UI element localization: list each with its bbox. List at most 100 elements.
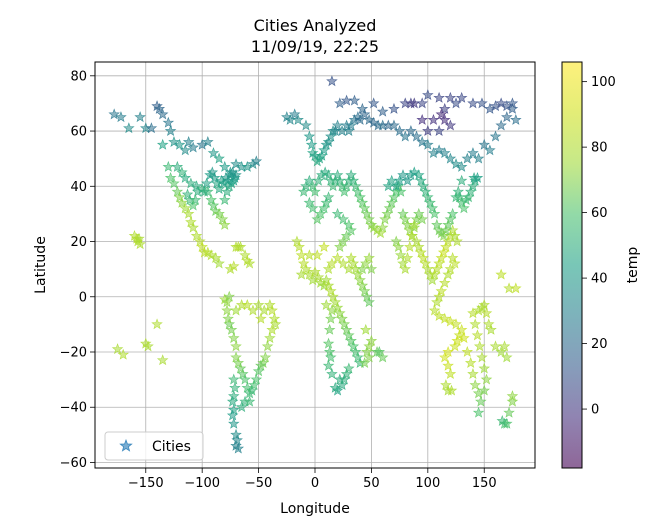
city-point (360, 323, 372, 335)
x-tick-label: 50 (363, 476, 380, 491)
city-point (216, 213, 229, 225)
city-point (185, 216, 197, 228)
city-point (297, 257, 310, 269)
city-point (194, 235, 206, 247)
city-point (478, 298, 490, 310)
city-point (325, 285, 337, 297)
city-point (363, 213, 375, 225)
city-point (329, 381, 342, 393)
city-point (248, 379, 260, 391)
city-point (446, 207, 459, 219)
city-point (134, 111, 146, 123)
city-point (230, 351, 242, 363)
city-point (322, 136, 335, 147)
city-point (416, 113, 428, 125)
city-point (320, 274, 333, 286)
city-point (422, 124, 434, 136)
colorbar-gradient (561, 61, 583, 469)
city-point (291, 235, 303, 247)
city-point (255, 359, 267, 371)
city-point (252, 298, 265, 310)
city-point (268, 312, 281, 324)
city-point (241, 381, 254, 393)
city-point (220, 171, 232, 183)
city-point (181, 188, 194, 200)
city-point (168, 136, 180, 147)
city-point (449, 257, 461, 269)
city-point (171, 185, 184, 197)
city-point (503, 282, 515, 294)
city-point (295, 268, 308, 280)
city-point (464, 185, 477, 197)
city-point (196, 240, 208, 252)
city-point (306, 180, 319, 192)
city-point (187, 199, 199, 211)
city-point (213, 207, 225, 219)
city-point (200, 177, 213, 189)
city-point (444, 119, 457, 131)
city-point (303, 196, 316, 208)
city-point (314, 207, 327, 219)
city-point (495, 119, 507, 131)
city-point (426, 274, 439, 286)
city-point (438, 102, 451, 114)
city-point (406, 229, 418, 241)
city-point (318, 144, 330, 156)
city-point (444, 213, 457, 225)
city-point (452, 185, 465, 197)
y-tick-label: 20 (70, 235, 87, 250)
city-point (345, 252, 357, 263)
city-point (337, 213, 349, 225)
y-axis-label: Latitude (33, 236, 49, 294)
x-axis-label: Longitude (280, 501, 350, 517)
city-point (230, 340, 242, 352)
city-point (374, 227, 387, 239)
city-point (303, 130, 316, 142)
x-tick-label: 150 (472, 476, 497, 491)
city-point (340, 323, 353, 335)
city-point (480, 373, 493, 385)
city-point (382, 180, 395, 192)
city-point (383, 202, 396, 214)
city-point (458, 202, 470, 214)
city-point (323, 345, 336, 357)
city-point (234, 240, 247, 252)
city-point (108, 108, 120, 120)
city-point (239, 249, 251, 261)
city-point (361, 290, 373, 302)
city-point (266, 323, 278, 335)
city-point (241, 298, 254, 310)
city-point (422, 191, 434, 203)
city-point (213, 257, 225, 269)
city-point (348, 94, 361, 106)
city-point (510, 113, 522, 125)
city-point (190, 229, 203, 241)
city-point (230, 158, 242, 170)
city-point (397, 257, 409, 269)
city-point (437, 246, 450, 258)
city-point (213, 182, 225, 194)
city-point (413, 240, 425, 252)
city-point (495, 97, 507, 109)
city-point (506, 390, 519, 402)
city-point (361, 207, 373, 219)
city-point (243, 257, 256, 269)
city-point (363, 252, 375, 263)
city-point (288, 108, 301, 120)
city-point (323, 323, 336, 335)
city-point (444, 91, 457, 103)
city-point (185, 177, 197, 189)
city-point (117, 348, 129, 360)
city-point (326, 75, 338, 87)
city-point (438, 113, 451, 125)
colorbar-tick-label: 60 (591, 206, 608, 221)
city-point (209, 252, 222, 263)
grid-lines (95, 62, 535, 468)
city-point (435, 108, 448, 120)
city-point (218, 160, 231, 172)
city-point (404, 240, 416, 252)
city-point (472, 406, 485, 418)
city-point (182, 136, 195, 147)
city-point (495, 345, 507, 357)
city-point (461, 152, 474, 164)
